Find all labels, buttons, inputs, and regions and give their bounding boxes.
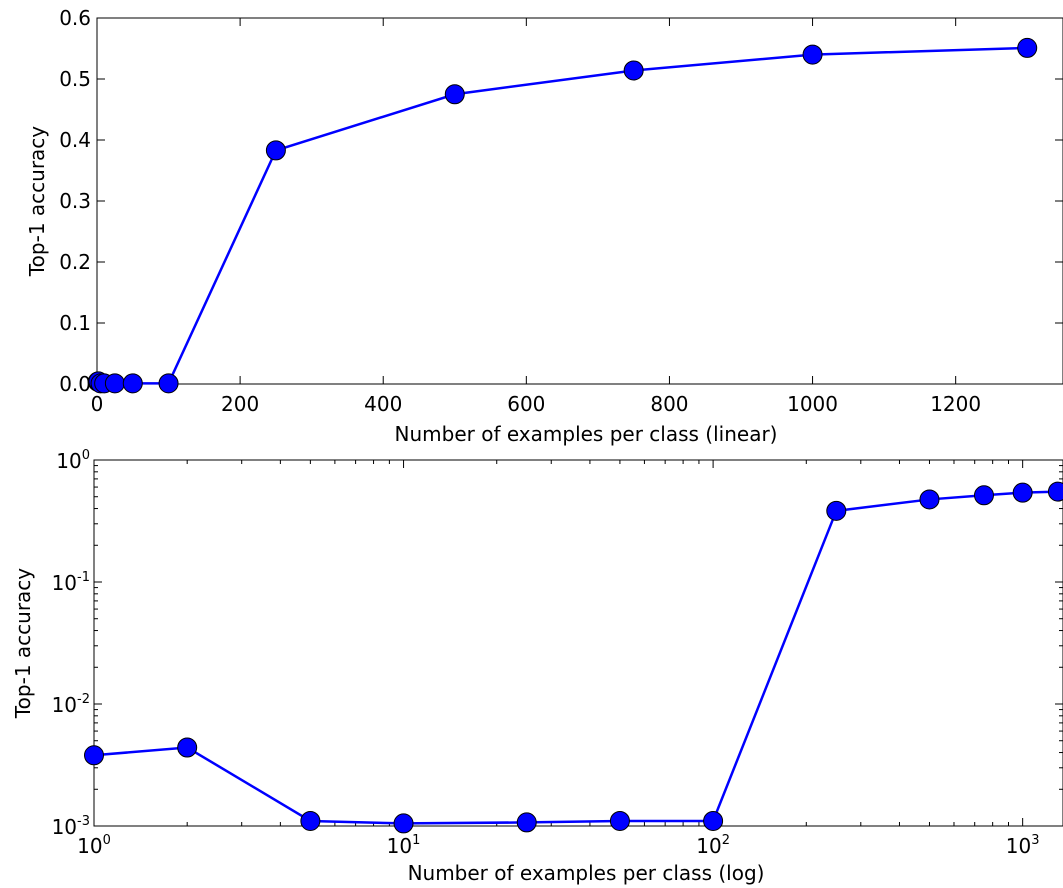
log-axes-frame — [93, 459, 1063, 827]
linear-x-tick-label: 1200 — [930, 392, 981, 416]
log-data-point — [393, 813, 414, 834]
linear-y-tick-label: 0.1 — [59, 311, 91, 335]
log-data-point — [973, 485, 994, 506]
log-y-tick-base: 10 — [56, 449, 81, 473]
linear-y-tick-label: 0.0 — [59, 372, 91, 396]
log-data-point — [919, 489, 940, 510]
log-x-tick-exponent: 1 — [412, 833, 420, 848]
log-x-tick-label: 100 — [77, 833, 111, 858]
log-y-tick-base: 10 — [52, 815, 77, 839]
linear-y-axis-label: Top-1 accuracy — [25, 126, 49, 277]
log-y-axis-label: Top-1 accuracy — [11, 568, 35, 719]
log-x-tick-label: 102 — [696, 833, 730, 858]
log-x-tick-base: 10 — [77, 834, 102, 858]
linear-y-tick-label: 0.2 — [59, 250, 91, 274]
log-x-axis-label: Number of examples per class (log) — [408, 861, 765, 885]
log-y-tick-exponent: -1 — [77, 570, 90, 585]
log-x-tick-label: 103 — [1006, 833, 1040, 858]
log-data-point — [703, 810, 724, 831]
log-y-tick-label: 10-1 — [52, 570, 90, 595]
log-data-point — [516, 812, 537, 833]
linear-y-tick-label: 0.6 — [59, 6, 91, 30]
linear-data-point — [122, 373, 143, 394]
log-data-point — [826, 500, 847, 521]
log-y-tick-label: 100 — [56, 448, 90, 473]
linear-x-tick-label: 1000 — [787, 392, 838, 416]
linear-x-tick-label: 400 — [364, 392, 402, 416]
linear-axes-frame — [96, 17, 1063, 385]
log-ticks — [93, 459, 1063, 827]
linear-y-tick-label: 0.4 — [59, 128, 91, 152]
log-y-tick-base: 10 — [52, 693, 77, 717]
log-x-tick-base: 10 — [387, 834, 412, 858]
linear-data-point — [802, 44, 823, 65]
log-series-line — [93, 490, 1058, 825]
linear-x-tick-label: 600 — [507, 392, 545, 416]
linear-x-axis-label: Number of examples per class (linear) — [395, 422, 778, 446]
linear-series — [87, 37, 1038, 394]
log-x-tick-exponent: 0 — [103, 833, 111, 848]
log-data-point — [84, 745, 104, 766]
log-x-tick-label: 101 — [387, 833, 421, 858]
log-data-point — [177, 737, 198, 758]
log-x-tick-base: 10 — [1006, 834, 1031, 858]
linear-x-tick-label: 200 — [221, 392, 259, 416]
linear-y-tick-label: 0.3 — [59, 189, 91, 213]
linear-ticks — [96, 17, 1063, 385]
log-y-tick-exponent: -3 — [77, 814, 90, 829]
log-data-point — [1047, 481, 1063, 502]
log-data-point — [609, 810, 630, 831]
linear-series-line — [97, 46, 1028, 385]
log-data-point — [1012, 482, 1033, 503]
log-y-tick-exponent: 0 — [82, 448, 90, 463]
log-y-tick-exponent: -2 — [77, 692, 90, 707]
log-x-tick-exponent: 2 — [722, 833, 730, 848]
linear-data-point — [1017, 37, 1038, 58]
linear-data-point — [623, 60, 644, 81]
log-y-tick-label: 10-2 — [52, 692, 90, 717]
linear-x-tick-label: 0 — [91, 392, 104, 416]
log-y-tick-base: 10 — [52, 571, 77, 595]
linear-tick-labels: 0 200 400 600 800 1000 1200 0.0 0.1 0.2 0.3 0.4 0.5 0… — [59, 6, 981, 416]
log-series — [84, 481, 1063, 834]
log-y-tick-label: 10-3 — [52, 814, 90, 839]
linear-x-tick-label: 800 — [650, 392, 688, 416]
linear-chart: 0 200 400 600 800 1000 1200 0.0 0.1 0.2 0.3 0.4 0.5 0… — [25, 6, 1063, 446]
linear-data-point — [265, 140, 286, 161]
linear-y-tick-label: 0.5 — [59, 67, 91, 91]
log-data-point — [300, 810, 321, 831]
linear-data-point — [444, 84, 465, 105]
linear-data-point — [158, 373, 179, 394]
linear-data-point — [104, 373, 125, 394]
log-x-tick-base: 10 — [696, 834, 721, 858]
log-x-tick-exponent: 3 — [1031, 833, 1039, 848]
